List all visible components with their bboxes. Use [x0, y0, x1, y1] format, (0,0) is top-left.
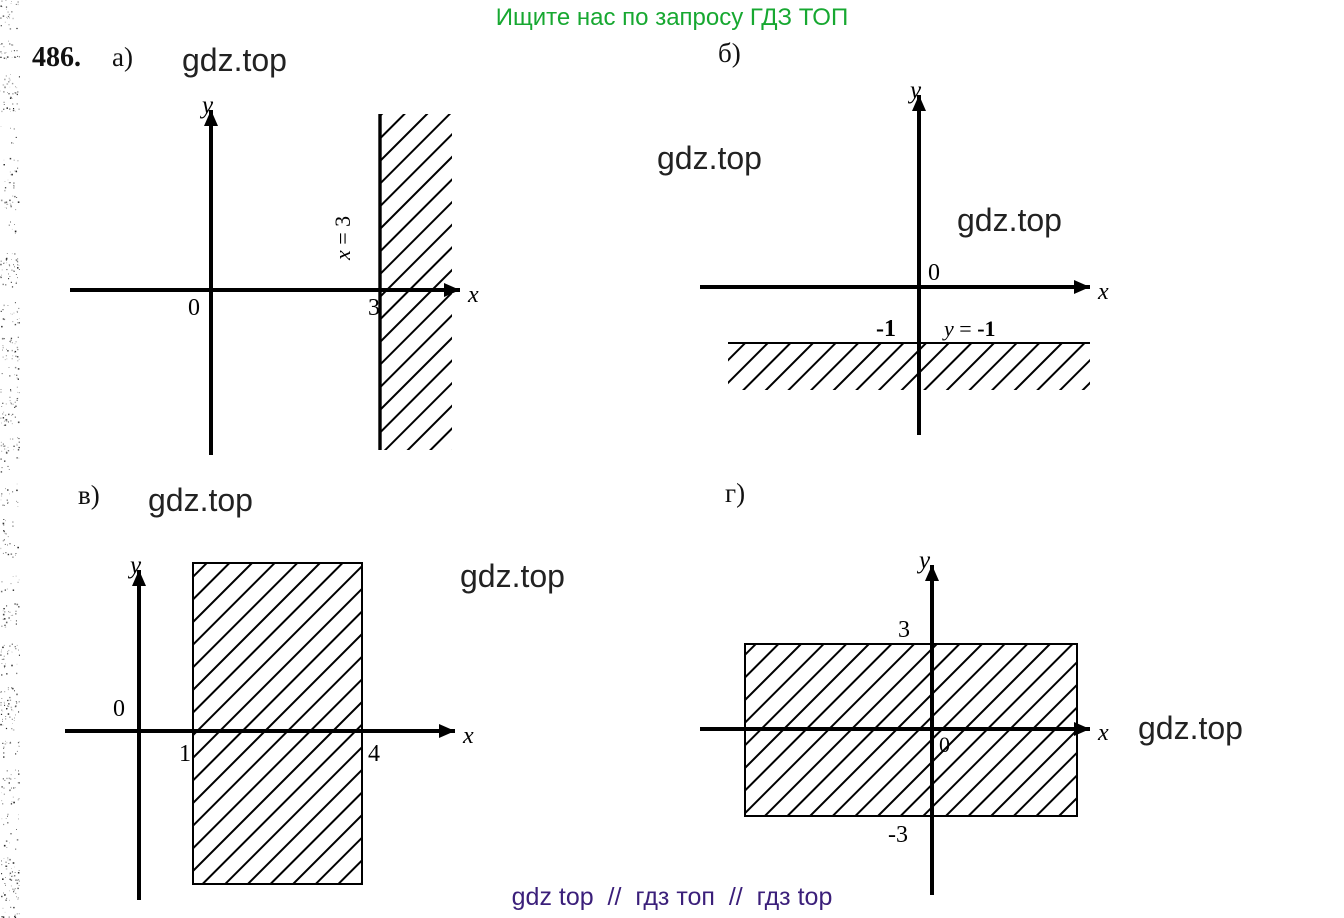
svg-text:0: 0: [939, 732, 950, 757]
svg-text:x = 3: x = 3: [330, 216, 355, 261]
svg-text:y: y: [199, 95, 214, 119]
svg-text:y: y: [127, 555, 142, 579]
svg-text:0: 0: [113, 696, 125, 722]
svg-text:4: 4: [368, 741, 380, 767]
svg-text:0: 0: [188, 295, 200, 321]
svg-text:x: x: [462, 723, 474, 749]
svg-text:0: 0: [928, 260, 940, 286]
svg-text:-1: -1: [876, 316, 896, 342]
svg-text:x: x: [467, 282, 479, 308]
svg-text:y = -1: y = -1: [942, 316, 996, 341]
svg-text:x: x: [1097, 720, 1109, 746]
svg-text:y: y: [916, 550, 931, 574]
svg-text:x: x: [1097, 279, 1109, 305]
svg-text:-3: -3: [888, 822, 908, 848]
svg-text:3: 3: [898, 617, 910, 643]
svg-text:y: y: [907, 80, 922, 104]
svg-text:3: 3: [368, 295, 380, 321]
svg-text:1: 1: [179, 741, 191, 767]
